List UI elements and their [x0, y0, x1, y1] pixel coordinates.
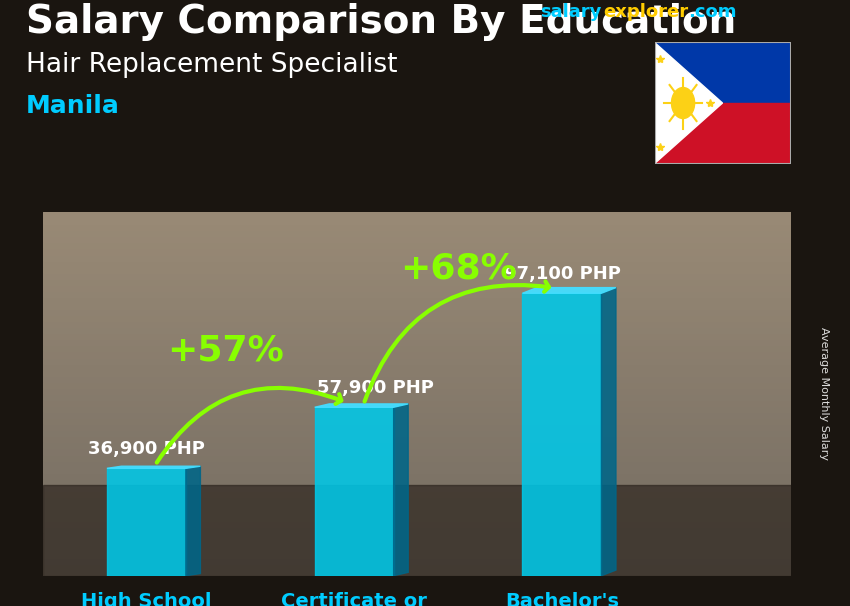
Bar	[42, 224, 832, 230]
Bar	[42, 315, 832, 321]
Bar	[42, 479, 832, 485]
Bar	[42, 558, 832, 564]
Bar	[42, 358, 832, 364]
Text: .com: .com	[688, 3, 737, 21]
Polygon shape	[394, 404, 408, 576]
Text: explorer: explorer	[604, 3, 689, 21]
Bar	[42, 539, 832, 545]
Bar	[42, 406, 832, 412]
Bar	[42, 321, 832, 327]
Text: +68%: +68%	[400, 252, 517, 286]
Text: Manila: Manila	[26, 94, 119, 118]
Bar	[42, 491, 832, 497]
Bar	[42, 485, 832, 491]
Bar	[42, 509, 832, 515]
Bar	[42, 497, 832, 503]
Bar	[42, 303, 832, 309]
Bar	[42, 382, 832, 388]
Bar	[42, 461, 832, 467]
Bar	[42, 364, 832, 370]
Bar	[42, 485, 832, 576]
Bar	[42, 467, 832, 473]
Bar	[42, 236, 832, 242]
Text: 97,100 PHP: 97,100 PHP	[504, 265, 620, 283]
Text: +57%: +57%	[167, 333, 284, 368]
Bar	[42, 376, 832, 382]
Text: 36,900 PHP: 36,900 PHP	[88, 440, 205, 458]
Text: Average Monthly Salary: Average Monthly Salary	[819, 327, 829, 461]
Bar	[42, 297, 832, 303]
Bar	[42, 515, 832, 521]
Polygon shape	[186, 466, 201, 576]
Bar	[42, 285, 832, 291]
Bar	[42, 442, 832, 448]
Bar	[42, 267, 832, 273]
Text: Salary Comparison By Education: Salary Comparison By Education	[26, 3, 736, 41]
Bar	[42, 212, 832, 218]
Bar	[42, 418, 832, 424]
Bar	[42, 412, 832, 418]
Bar	[42, 527, 832, 533]
Polygon shape	[314, 404, 408, 407]
Bar	[42, 242, 832, 248]
FancyArrowPatch shape	[365, 281, 549, 401]
Polygon shape	[523, 288, 616, 293]
Bar	[42, 545, 832, 551]
Bar	[42, 351, 832, 358]
Bar	[42, 521, 832, 527]
Bar	[42, 339, 832, 345]
Bar	[42, 218, 832, 224]
Bar	[42, 291, 832, 297]
Polygon shape	[107, 466, 201, 468]
Polygon shape	[654, 42, 722, 164]
Bar	[107, 468, 186, 576]
Bar	[42, 327, 832, 333]
Bar	[42, 454, 832, 461]
Bar	[42, 503, 832, 509]
Bar	[314, 407, 394, 576]
Bar	[42, 309, 832, 315]
Bar	[42, 388, 832, 394]
Bar	[42, 564, 832, 570]
Bar	[42, 430, 832, 436]
Bar	[42, 436, 832, 442]
Bar	[42, 279, 832, 285]
Bar	[42, 448, 832, 454]
Bar	[42, 261, 832, 267]
FancyArrowPatch shape	[156, 388, 342, 462]
Bar	[654, 42, 790, 103]
Bar	[42, 248, 832, 255]
Bar	[523, 293, 602, 576]
Bar	[42, 255, 832, 261]
Bar	[42, 400, 832, 406]
Text: Hair Replacement Specialist: Hair Replacement Specialist	[26, 52, 397, 78]
Bar	[42, 424, 832, 430]
Bar	[42, 345, 832, 351]
Text: 57,900 PHP: 57,900 PHP	[317, 379, 434, 397]
Bar	[42, 333, 832, 339]
Circle shape	[672, 87, 694, 119]
Bar	[42, 533, 832, 539]
Polygon shape	[602, 288, 616, 576]
Bar	[42, 394, 832, 400]
Bar	[42, 370, 832, 376]
Bar	[42, 230, 832, 236]
Bar	[42, 273, 832, 279]
Text: salary: salary	[540, 3, 601, 21]
Bar	[42, 551, 832, 558]
Bar	[42, 570, 832, 576]
Bar	[654, 103, 790, 164]
Bar	[42, 473, 832, 479]
